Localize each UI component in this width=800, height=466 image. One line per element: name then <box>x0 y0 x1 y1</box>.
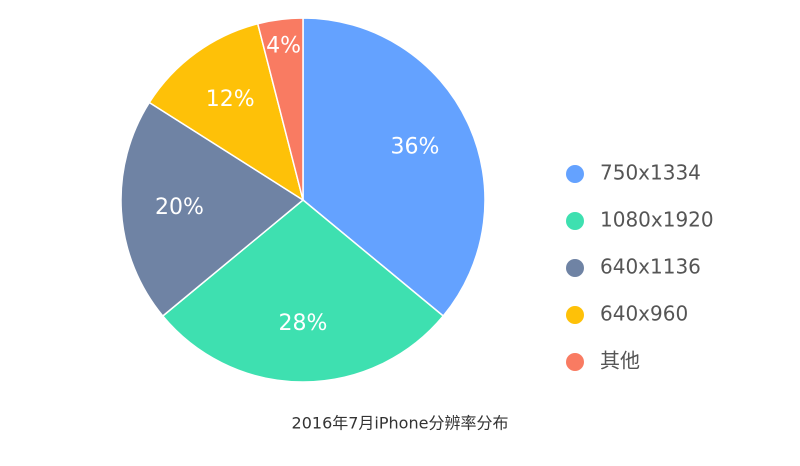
legend-marker <box>566 165 584 183</box>
legend-marker <box>566 306 584 324</box>
data-label: 36% <box>391 134 440 159</box>
legend-marker <box>566 212 584 230</box>
pie-slice <box>148 22 305 202</box>
chart-title: 2016年7月iPhone分辨率分布 <box>292 414 509 433</box>
legend-label: 1080x1920 <box>600 208 714 232</box>
legend-label: 640x1136 <box>600 255 701 279</box>
data-label: 20% <box>155 195 204 220</box>
legend-label: 750x1334 <box>600 161 701 185</box>
legend-label: 其他 <box>600 349 640 373</box>
pie-slice <box>256 17 304 201</box>
legend-marker <box>566 353 584 371</box>
data-label: 28% <box>279 311 328 336</box>
data-label: 12% <box>206 87 255 112</box>
legend-marker <box>566 259 584 277</box>
pie-slice <box>161 199 445 383</box>
pie-slice <box>302 17 486 318</box>
pie-slice <box>120 101 305 318</box>
data-label: 4% <box>266 34 301 59</box>
legend-label: 640x960 <box>600 302 688 326</box>
